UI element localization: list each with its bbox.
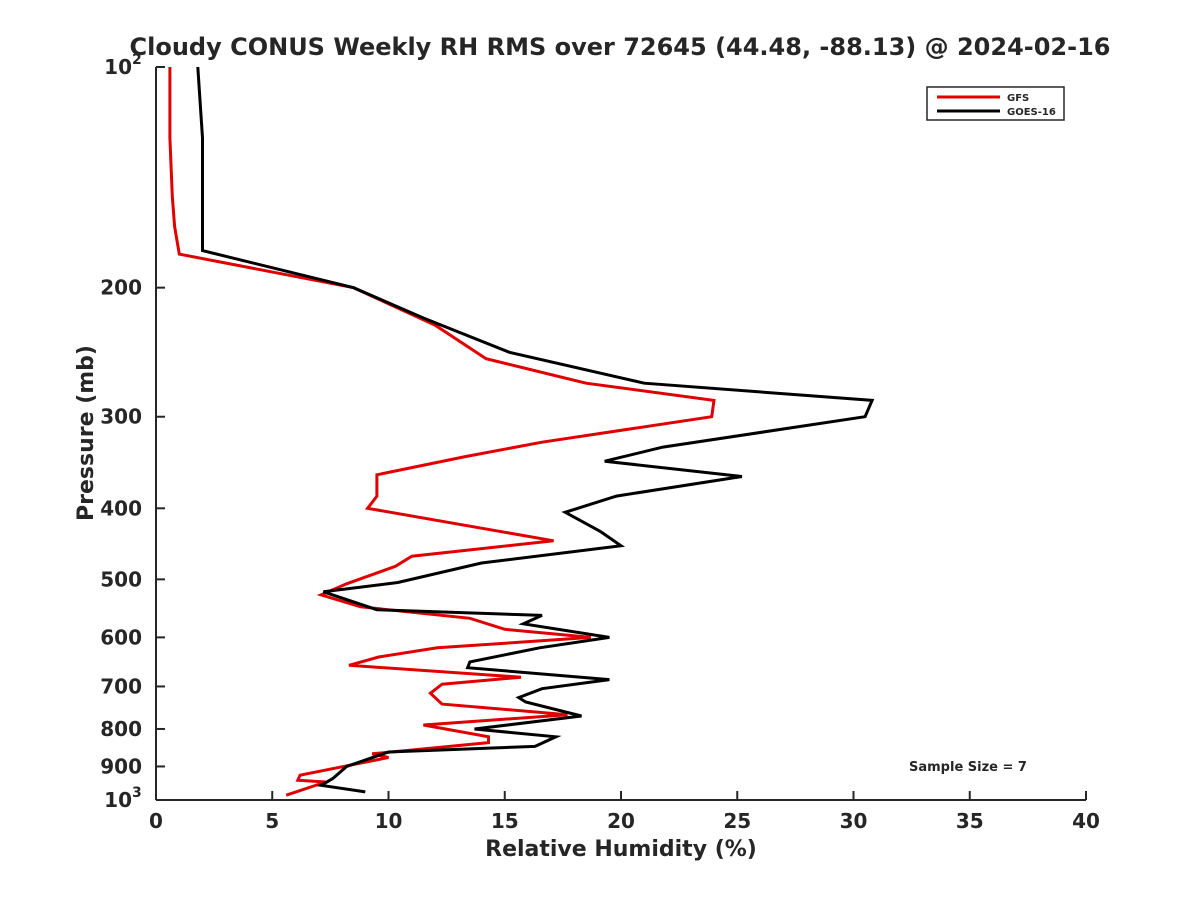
y-tick-label: 400: [100, 496, 142, 520]
y-tick-label: 900: [100, 754, 142, 778]
legend: GFS GOES-16: [926, 86, 1065, 121]
series-line-gfs: [168, 67, 716, 797]
x-tick-label: 10: [375, 809, 403, 833]
y-tick-exponent: 2: [132, 52, 142, 68]
y-tick-label: 10: [104, 788, 132, 812]
legend-label: GFS: [1007, 93, 1029, 104]
y-tick-label: 10: [104, 55, 132, 79]
x-tick-label: 35: [956, 809, 984, 833]
x-tick-label: 25: [723, 809, 751, 833]
y-tick-exponent: 3: [132, 785, 142, 801]
series-layer: [168, 66, 875, 797]
x-tick-label: 40: [1072, 809, 1100, 833]
x-tick-label: 30: [840, 809, 868, 833]
series-line-goes-16: [196, 66, 875, 794]
legend-box: [926, 86, 1065, 121]
legend-label: GOES-16: [1007, 107, 1056, 118]
y-tick-label: 700: [100, 674, 142, 698]
y-tick-label: 200: [100, 276, 142, 300]
y-tick-label: 300: [100, 405, 142, 429]
x-tick-label: 15: [491, 809, 519, 833]
plot-area: [156, 67, 1086, 800]
sample-size-annotation: Sample Size = 7: [909, 760, 1027, 775]
y-tick-label: 600: [100, 625, 142, 649]
chart-title: Cloudy CONUS Weekly RH RMS over 72645 (4…: [130, 33, 1111, 61]
x-tick-label: 20: [607, 809, 635, 833]
y-axis-label: Pressure (mb): [74, 345, 99, 521]
axes-layer: 0 5 10 15 20 25 30 35 40 200 300 400 500 600 700 800 900…: [100, 52, 1100, 833]
x-tick-label: 5: [265, 809, 279, 833]
x-axis-label: Relative Humidity (%): [485, 837, 757, 862]
x-tick-label: 0: [149, 809, 163, 833]
y-tick-label: 800: [100, 717, 142, 741]
y-tick-label: 500: [100, 567, 142, 591]
